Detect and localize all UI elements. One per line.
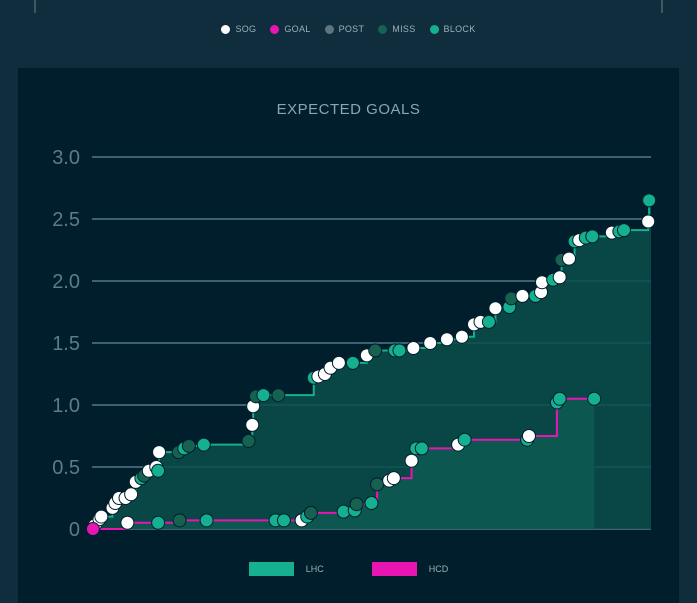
shot-marker-lhc <box>423 336 438 350</box>
shot-marker-hcd <box>414 441 429 456</box>
shot-marker-hcd <box>552 391 567 406</box>
sog-dot-icon <box>221 24 231 34</box>
legend-label-miss: MISS <box>392 24 416 34</box>
shot-marker-lhc <box>552 270 567 285</box>
legend-item-post[interactable]: POST <box>324 24 365 34</box>
team-legend: LHC HCD <box>0 562 697 576</box>
shot-marker-hcd <box>85 522 100 536</box>
legend-item-sog[interactable]: SOG <box>221 24 256 34</box>
y-tick-label: 0 <box>69 519 80 541</box>
legend-item-miss[interactable]: MISS <box>378 24 415 34</box>
hcd-swatch-icon <box>371 562 417 576</box>
shot-marker-lhc <box>481 314 496 329</box>
shot-marker-lhc <box>641 214 656 229</box>
y-tick-label: 2.5 <box>52 209 80 231</box>
shot-marker-lhc <box>345 355 360 370</box>
shot-marker-lhc <box>196 437 211 452</box>
shot-marker-lhc <box>642 193 657 208</box>
shot-marker-hcd <box>199 513 214 528</box>
chart-title: EXPECTED GOALS <box>276 101 421 118</box>
legend-label-post: POST <box>338 24 365 34</box>
shot-marker-lhc <box>245 417 260 432</box>
shot-marker-lhc <box>331 355 346 370</box>
shot-type-legend: SOG GOAL POST MISS BLOCK <box>0 24 697 34</box>
legend-label-lhc: LHC <box>305 564 324 574</box>
area-hcd <box>92 398 595 529</box>
frame-line-left <box>34 0 36 13</box>
legend-item-block[interactable]: BLOCK <box>429 24 476 34</box>
legend-item-goal[interactable]: GOAL <box>270 24 310 34</box>
shot-marker-lhc <box>616 223 631 238</box>
block-dot-icon <box>429 24 439 34</box>
frame-line-right <box>661 0 663 13</box>
shot-marker-lhc <box>454 329 469 344</box>
shot-marker-lhc <box>439 332 454 347</box>
shot-marker-hcd <box>172 513 187 528</box>
shot-marker-lhc <box>151 463 166 478</box>
miss-dot-icon <box>378 24 388 34</box>
shot-marker-lhc <box>585 229 600 244</box>
legend-label-hcd: HCD <box>428 564 449 574</box>
shot-marker-hcd <box>386 471 401 486</box>
legend-item-hcd[interactable]: HCD <box>371 562 449 576</box>
lhc-swatch-icon <box>248 562 294 576</box>
shot-marker-hcd <box>276 513 291 528</box>
legend-label-goal: GOAL <box>284 24 311 34</box>
y-tick-label: 2.0 <box>52 271 80 293</box>
shot-marker-lhc <box>562 251 577 266</box>
shot-marker-lhc <box>152 445 167 460</box>
shot-marker-lhc <box>406 340 421 355</box>
y-tick-label: 0.5 <box>52 457 80 479</box>
shot-marker-lhc <box>368 343 383 358</box>
shot-marker-lhc <box>124 487 139 502</box>
shot-marker-lhc <box>488 301 503 316</box>
shot-marker-hcd <box>521 429 536 443</box>
shot-marker-hcd <box>151 515 166 530</box>
legend-item-lhc[interactable]: LHC <box>248 562 324 576</box>
y-tick-label: 3.0 <box>52 147 80 169</box>
shot-marker-lhc <box>392 343 407 358</box>
post-dot-icon <box>324 24 334 34</box>
shot-marker-hcd <box>349 497 364 512</box>
shot-marker-hcd <box>120 515 135 530</box>
shot-marker-hcd <box>587 391 602 406</box>
shot-marker-lhc <box>181 438 196 453</box>
legend-label-sog: SOG <box>235 24 257 34</box>
legend-label-block: BLOCK <box>443 24 476 34</box>
shot-marker-hcd <box>370 477 385 492</box>
shot-marker-lhc <box>241 433 256 448</box>
shot-marker-hcd <box>303 505 318 520</box>
shot-marker-lhc <box>271 388 286 403</box>
shot-marker-hcd <box>364 495 379 510</box>
shot-marker-lhc <box>94 509 109 524</box>
shot-marker-lhc <box>256 388 271 403</box>
shot-marker-hcd <box>404 453 419 468</box>
y-tick-label: 1.5 <box>52 333 80 355</box>
shot-marker-hcd <box>457 432 472 447</box>
goal-dot-icon <box>270 24 280 34</box>
shot-marker-lhc <box>515 288 530 303</box>
y-tick-label: 1.0 <box>52 395 80 417</box>
